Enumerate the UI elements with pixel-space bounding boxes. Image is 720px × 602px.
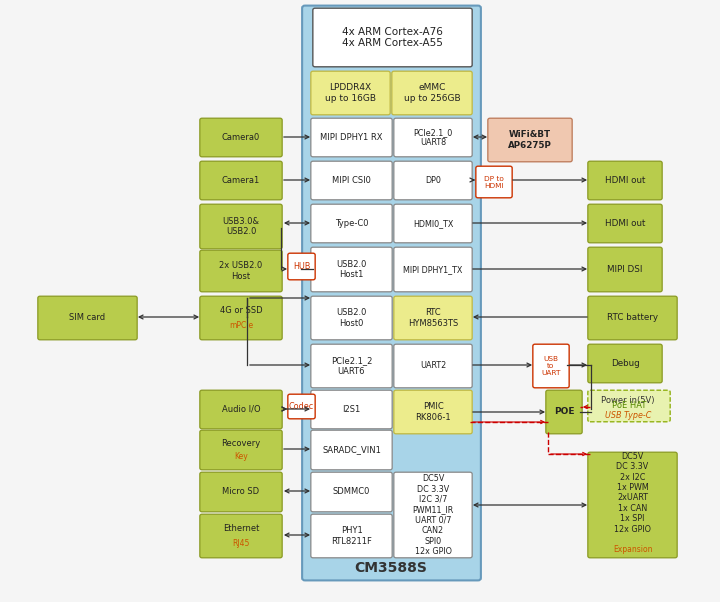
FancyBboxPatch shape bbox=[200, 204, 282, 249]
FancyBboxPatch shape bbox=[200, 390, 282, 429]
FancyBboxPatch shape bbox=[200, 250, 282, 292]
FancyBboxPatch shape bbox=[394, 161, 472, 200]
Text: USB2.0
Host0: USB2.0 Host0 bbox=[336, 308, 366, 327]
FancyBboxPatch shape bbox=[311, 161, 392, 200]
Text: USB2.0
Host1: USB2.0 Host1 bbox=[336, 260, 366, 279]
Text: MIPI DSI: MIPI DSI bbox=[607, 265, 643, 274]
Text: DC5V
DC 3.3V
2x I2C
1x PWM
2xUART
1x CAN
1x SPI
12x GPIO: DC5V DC 3.3V 2x I2C 1x PWM 2xUART 1x CAN… bbox=[614, 452, 651, 533]
Text: Debug: Debug bbox=[611, 359, 639, 368]
Text: MIPI DPHY1 RX: MIPI DPHY1 RX bbox=[320, 133, 383, 142]
Text: HDMI0_TX: HDMI0_TX bbox=[413, 219, 453, 228]
Text: HDMI out: HDMI out bbox=[605, 176, 645, 185]
FancyBboxPatch shape bbox=[311, 390, 392, 429]
FancyBboxPatch shape bbox=[311, 118, 392, 157]
Text: 2x USB2.0
Host: 2x USB2.0 Host bbox=[220, 261, 263, 281]
FancyBboxPatch shape bbox=[394, 118, 472, 157]
FancyBboxPatch shape bbox=[394, 296, 472, 340]
FancyBboxPatch shape bbox=[311, 472, 392, 512]
Text: HDMI out: HDMI out bbox=[605, 219, 645, 228]
Text: Expansion: Expansion bbox=[613, 545, 652, 554]
Text: 4x ARM Cortex-A76
4x ARM Cortex-A55: 4x ARM Cortex-A76 4x ARM Cortex-A55 bbox=[342, 26, 443, 48]
Text: Ethernet: Ethernet bbox=[222, 524, 259, 533]
FancyBboxPatch shape bbox=[588, 161, 662, 200]
Text: SARADC_VIN1: SARADC_VIN1 bbox=[322, 445, 381, 455]
Text: USB Type-C: USB Type-C bbox=[605, 411, 651, 420]
FancyBboxPatch shape bbox=[588, 247, 662, 292]
Text: Camera1: Camera1 bbox=[222, 176, 260, 185]
Text: RTC battery: RTC battery bbox=[607, 314, 658, 323]
Text: Codec: Codec bbox=[289, 402, 314, 411]
FancyBboxPatch shape bbox=[311, 296, 392, 340]
Text: mPCIe: mPCIe bbox=[229, 321, 253, 330]
FancyBboxPatch shape bbox=[200, 296, 282, 340]
Text: Camera0: Camera0 bbox=[222, 133, 260, 142]
FancyBboxPatch shape bbox=[200, 472, 282, 512]
FancyBboxPatch shape bbox=[394, 390, 472, 434]
FancyBboxPatch shape bbox=[288, 394, 315, 419]
Text: WiFi&BT
AP6275P: WiFi&BT AP6275P bbox=[508, 130, 552, 150]
Text: DC5V
DC 3.3V
I2C 3/7
PWM11_IR
UART 0/7
CAN2
SPI0
12x GPIO: DC5V DC 3.3V I2C 3/7 PWM11_IR UART 0/7 C… bbox=[413, 474, 454, 556]
FancyBboxPatch shape bbox=[588, 344, 662, 383]
Text: 4G or SSD: 4G or SSD bbox=[220, 306, 262, 315]
Text: CM3588S: CM3588S bbox=[354, 561, 428, 575]
Text: LPDDR4X
up to 16GB: LPDDR4X up to 16GB bbox=[325, 83, 376, 103]
Text: HUB: HUB bbox=[293, 262, 310, 271]
Text: PMIC
RK806-1: PMIC RK806-1 bbox=[415, 402, 451, 421]
FancyBboxPatch shape bbox=[588, 452, 677, 558]
FancyBboxPatch shape bbox=[311, 204, 392, 243]
FancyBboxPatch shape bbox=[311, 71, 390, 115]
FancyBboxPatch shape bbox=[200, 430, 282, 470]
Text: PoE HAT: PoE HAT bbox=[612, 402, 646, 411]
Text: Micro SD: Micro SD bbox=[222, 488, 260, 497]
Text: Audio I/O: Audio I/O bbox=[222, 405, 261, 414]
Text: USB
to
UART: USB to UART bbox=[541, 356, 561, 376]
Text: MIPI CSI0: MIPI CSI0 bbox=[332, 176, 371, 185]
FancyBboxPatch shape bbox=[200, 161, 282, 200]
FancyBboxPatch shape bbox=[588, 204, 662, 243]
FancyBboxPatch shape bbox=[312, 8, 472, 67]
Text: RJ45: RJ45 bbox=[233, 539, 250, 548]
Text: Type-C0: Type-C0 bbox=[335, 219, 368, 228]
FancyBboxPatch shape bbox=[533, 344, 569, 388]
FancyBboxPatch shape bbox=[200, 118, 282, 157]
Text: Key: Key bbox=[234, 452, 248, 461]
Text: RTC
HYM8563TS: RTC HYM8563TS bbox=[408, 308, 458, 327]
FancyBboxPatch shape bbox=[288, 253, 315, 280]
Text: DP0: DP0 bbox=[425, 176, 441, 185]
FancyBboxPatch shape bbox=[394, 344, 472, 388]
FancyBboxPatch shape bbox=[200, 514, 282, 558]
Text: Recovery: Recovery bbox=[221, 439, 261, 448]
FancyBboxPatch shape bbox=[302, 5, 481, 580]
Text: I2S1: I2S1 bbox=[343, 405, 361, 414]
Text: UART2: UART2 bbox=[420, 361, 446, 370]
Text: SDMMC0: SDMMC0 bbox=[333, 488, 370, 497]
FancyBboxPatch shape bbox=[311, 247, 392, 292]
FancyBboxPatch shape bbox=[488, 118, 572, 162]
Text: eMMC
up to 256GB: eMMC up to 256GB bbox=[404, 83, 460, 103]
FancyBboxPatch shape bbox=[394, 472, 472, 558]
Text: DP to
HDMI: DP to HDMI bbox=[484, 176, 504, 188]
FancyBboxPatch shape bbox=[588, 390, 670, 422]
FancyBboxPatch shape bbox=[311, 344, 392, 388]
Text: USB3.0&
USB2.0: USB3.0& USB2.0 bbox=[222, 217, 259, 236]
FancyBboxPatch shape bbox=[392, 71, 472, 115]
FancyBboxPatch shape bbox=[311, 430, 392, 470]
FancyBboxPatch shape bbox=[546, 390, 582, 434]
Text: Power in(5V): Power in(5V) bbox=[601, 397, 654, 406]
FancyBboxPatch shape bbox=[476, 166, 512, 198]
FancyBboxPatch shape bbox=[588, 296, 677, 340]
FancyBboxPatch shape bbox=[311, 514, 392, 558]
FancyBboxPatch shape bbox=[394, 204, 472, 243]
FancyBboxPatch shape bbox=[394, 247, 472, 292]
Text: PCIe2.1_0
UART8: PCIe2.1_0 UART8 bbox=[413, 128, 453, 147]
Text: SIM card: SIM card bbox=[69, 314, 106, 323]
FancyBboxPatch shape bbox=[38, 296, 137, 340]
Text: PCIe2.1_2
UART6: PCIe2.1_2 UART6 bbox=[330, 356, 372, 376]
Text: PHY1
RTL8211F: PHY1 RTL8211F bbox=[331, 526, 372, 545]
Text: POE: POE bbox=[554, 408, 575, 417]
Text: MIPI DPHY1_TX: MIPI DPHY1_TX bbox=[403, 265, 463, 274]
